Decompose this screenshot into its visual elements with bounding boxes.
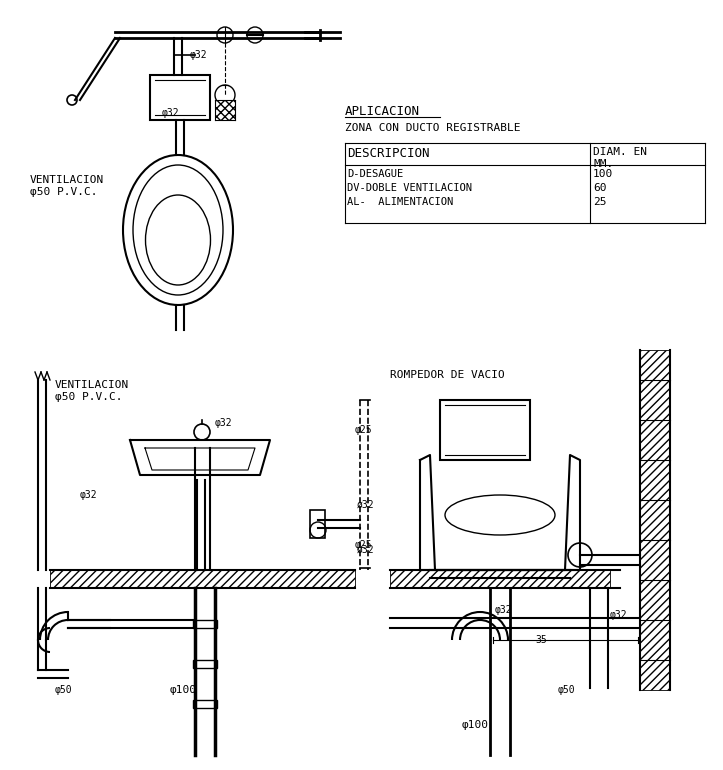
Text: ROMPEDOR DE VACIO: ROMPEDOR DE VACIO <box>390 370 505 380</box>
Text: DV-DOBLE VENTILACION: DV-DOBLE VENTILACION <box>347 183 472 193</box>
Text: φ32: φ32 <box>190 50 208 60</box>
Text: φ32: φ32 <box>610 610 628 620</box>
Text: 25: 25 <box>593 197 607 207</box>
Text: φ32: φ32 <box>80 490 98 500</box>
Text: VENTILACION
φ50 P.V.C.: VENTILACION φ50 P.V.C. <box>30 175 104 196</box>
Bar <box>50 570 355 588</box>
Bar <box>215 100 235 120</box>
Text: 35: 35 <box>535 635 547 645</box>
Bar <box>193 700 217 708</box>
Text: D-DESAGUE: D-DESAGUE <box>347 169 403 179</box>
Text: φ50: φ50 <box>558 685 576 695</box>
Text: φ32: φ32 <box>162 108 179 118</box>
Text: APLICACION: APLICACION <box>345 105 420 118</box>
Text: DESCRIPCION: DESCRIPCION <box>347 147 429 160</box>
Text: φ50: φ50 <box>55 685 72 695</box>
Text: ZONA CON DUCTO REGISTRABLE: ZONA CON DUCTO REGISTRABLE <box>345 123 521 133</box>
Text: 60: 60 <box>593 183 607 193</box>
Text: DIAM. EN
MM.: DIAM. EN MM. <box>593 147 647 169</box>
Text: ø32: ø32 <box>357 500 375 510</box>
Text: ø32: ø32 <box>357 545 375 555</box>
Text: VENTILACION
φ50 P.V.C.: VENTILACION φ50 P.V.C. <box>55 380 129 402</box>
Text: AL-  ALIMENTACION: AL- ALIMENTACION <box>347 197 453 207</box>
Bar <box>310 510 325 538</box>
Bar <box>193 620 217 628</box>
Bar <box>193 660 217 668</box>
Text: φ25: φ25 <box>355 425 372 435</box>
Text: φ100: φ100 <box>462 720 489 730</box>
Bar <box>150 75 210 120</box>
Text: φ32: φ32 <box>215 418 233 428</box>
Text: φ25: φ25 <box>355 540 372 550</box>
Bar <box>640 350 670 690</box>
Bar <box>390 570 610 588</box>
Text: φ100: φ100 <box>170 685 197 695</box>
Bar <box>440 400 530 460</box>
Text: φ32: φ32 <box>495 605 513 615</box>
Text: 100: 100 <box>593 169 613 179</box>
